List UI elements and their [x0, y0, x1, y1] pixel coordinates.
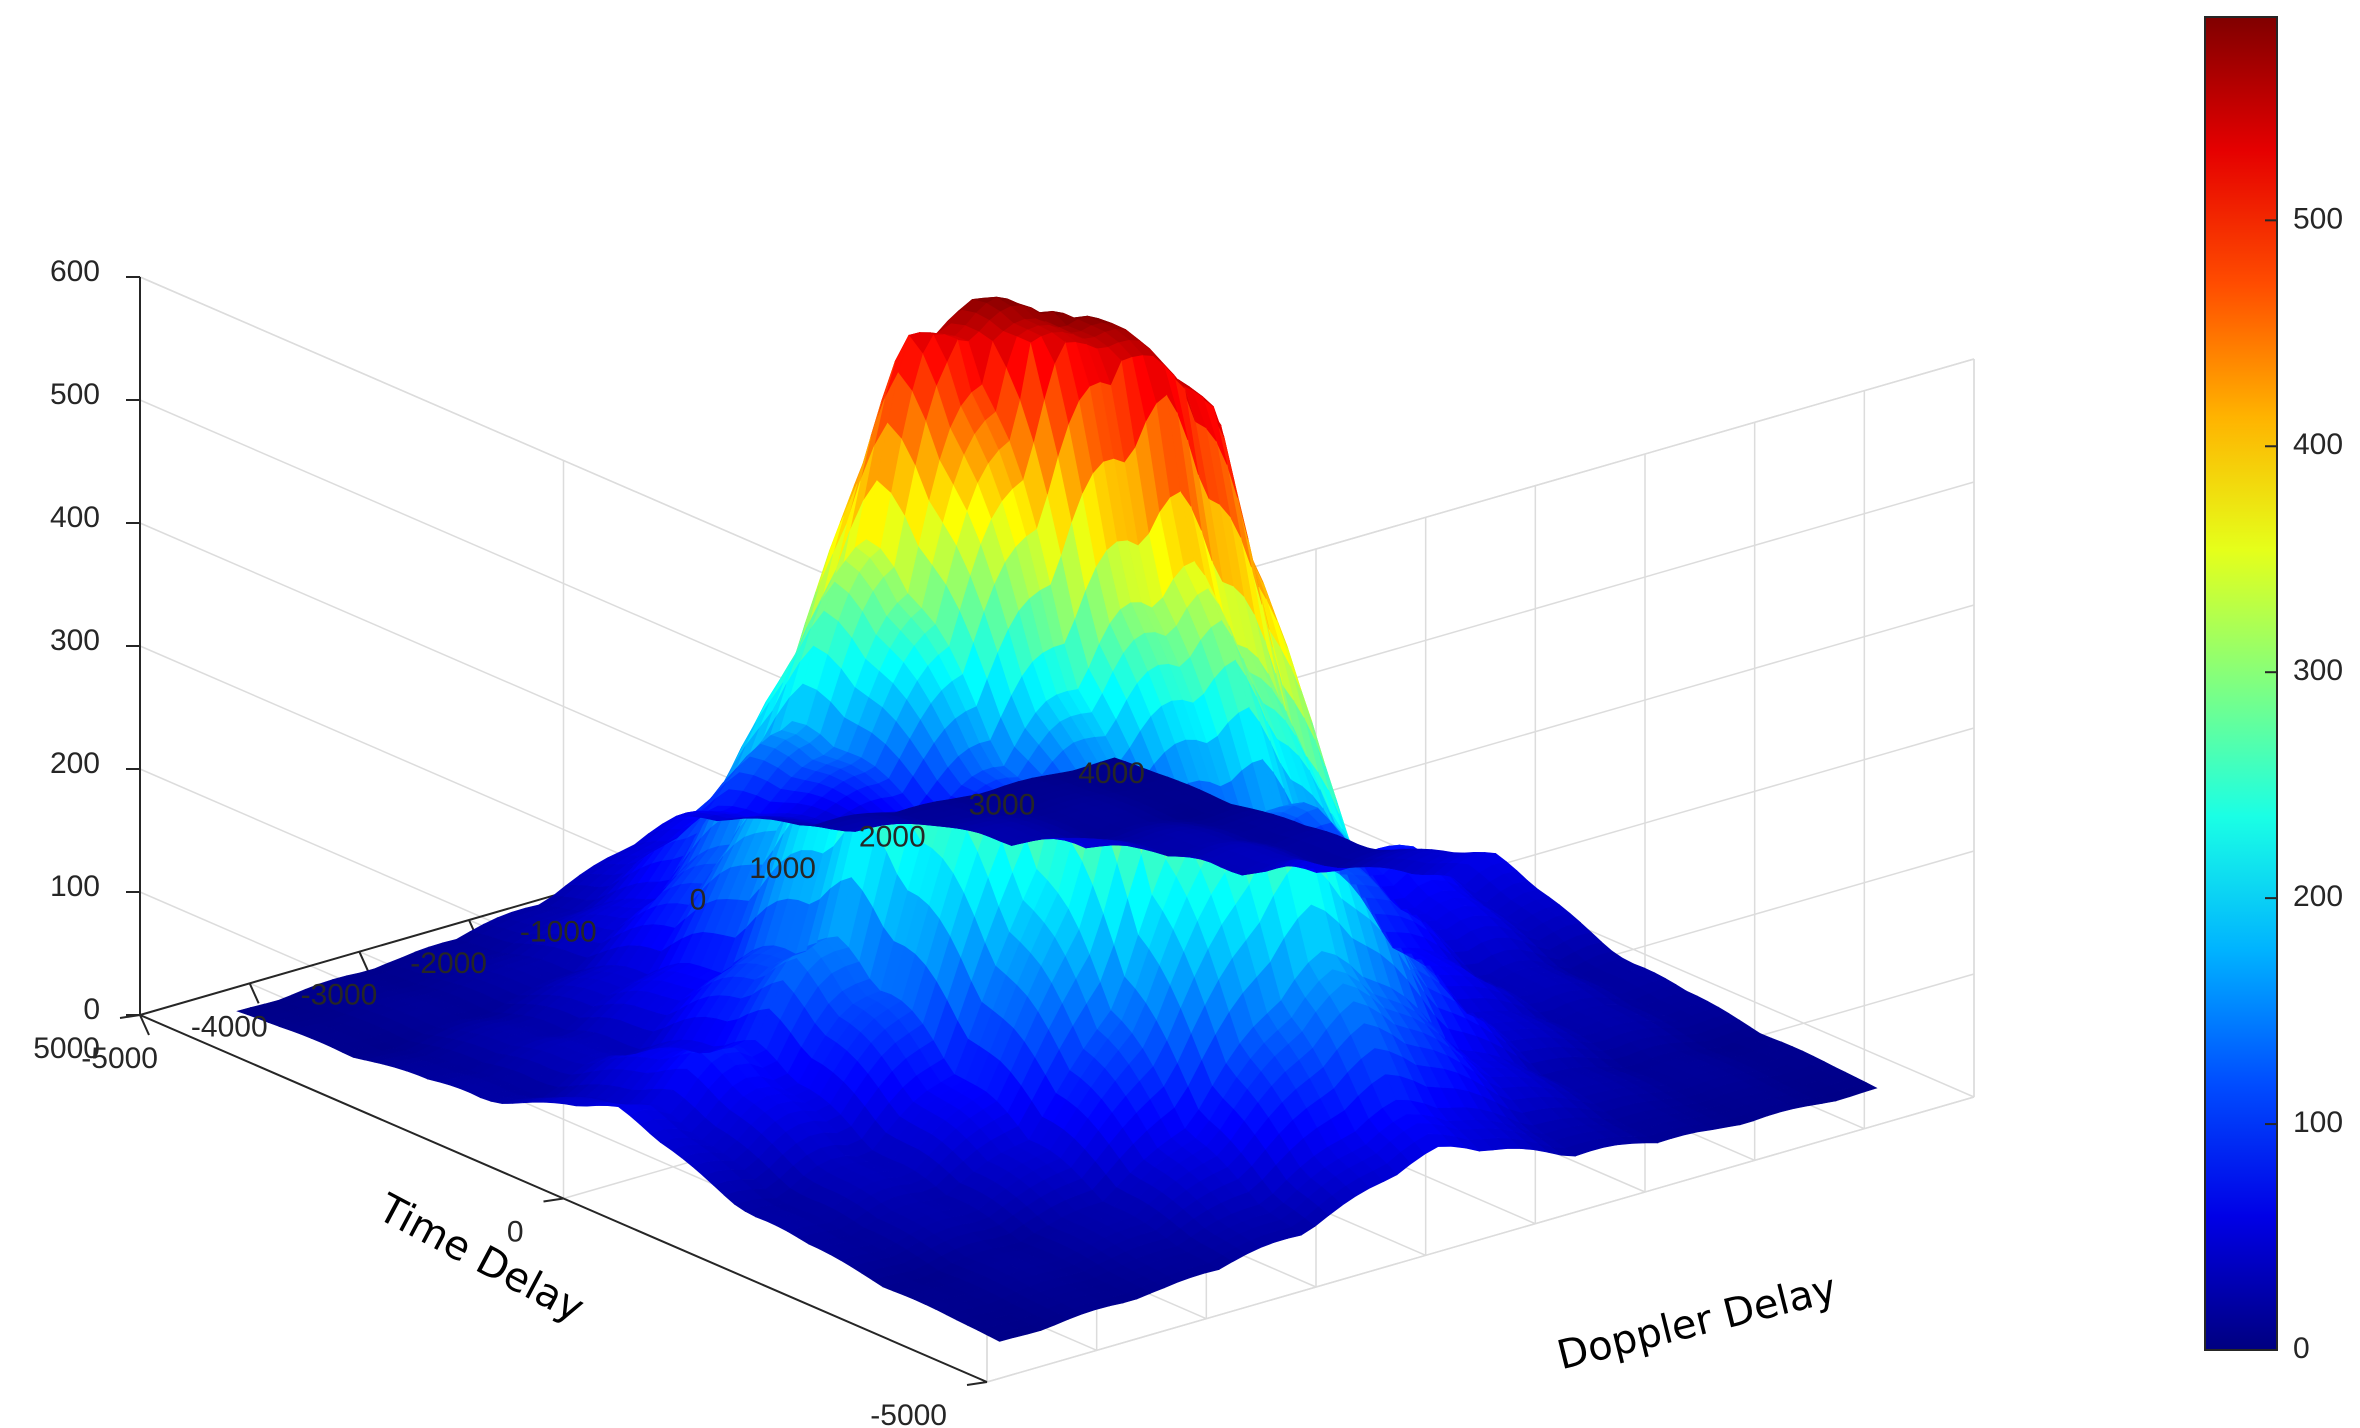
- z-tick-label: 200: [50, 747, 100, 780]
- y-tick-mark: [543, 1197, 564, 1203]
- x-tick-label: -3000: [301, 979, 378, 1012]
- grid-line: [986, 1096, 1975, 1383]
- x-tick-label: -2000: [410, 947, 487, 980]
- colorbar-tick-label: 300: [2293, 654, 2343, 687]
- y-tick-mark: [119, 1014, 141, 1019]
- x-axis-label: Doppler Delay: [1553, 1266, 1841, 1380]
- x-tick-label: 2000: [859, 820, 926, 853]
- colorbar-tick-label: 0: [2293, 1332, 2310, 1365]
- y-tick-label: -5000: [870, 1399, 947, 1428]
- x-tick-label: 4000: [1078, 757, 1145, 790]
- x-tick-label: -4000: [191, 1010, 268, 1043]
- y-axis-label: Time Delay: [370, 1185, 591, 1332]
- z-tick-label: 300: [50, 624, 100, 657]
- colorbar: 0 100 200 300 400 500: [2204, 16, 2343, 1365]
- x-tick-mark: [248, 982, 260, 1004]
- colorbar-tick-label: 500: [2293, 202, 2343, 235]
- surface-mesh: [236, 296, 1878, 1342]
- x-tick-label: 3000: [969, 789, 1036, 822]
- colorbar-scale: [2204, 16, 2278, 1351]
- x-tick-label: 0: [690, 884, 707, 917]
- colorbar-tick-label: 100: [2293, 1106, 2343, 1139]
- y-tick-label: 5000: [33, 1032, 100, 1065]
- y-tick-mark: [966, 1381, 988, 1386]
- z-tick-label: 500: [50, 378, 100, 411]
- x-tick-mark: [139, 1014, 150, 1036]
- x-tick-label: -1000: [520, 915, 597, 948]
- z-tick-label: 600: [50, 255, 100, 288]
- colorbar-tick-label: 200: [2293, 880, 2343, 913]
- z-tick-label: 100: [50, 870, 100, 903]
- y-tick-label: 0: [507, 1215, 524, 1248]
- x-tick-mark: [358, 951, 370, 973]
- x-tick-label: 1000: [749, 852, 816, 885]
- z-tick-label: 0: [83, 993, 100, 1026]
- colorbar-tick-label: 400: [2293, 428, 2343, 461]
- z-tick-label: 400: [50, 501, 100, 534]
